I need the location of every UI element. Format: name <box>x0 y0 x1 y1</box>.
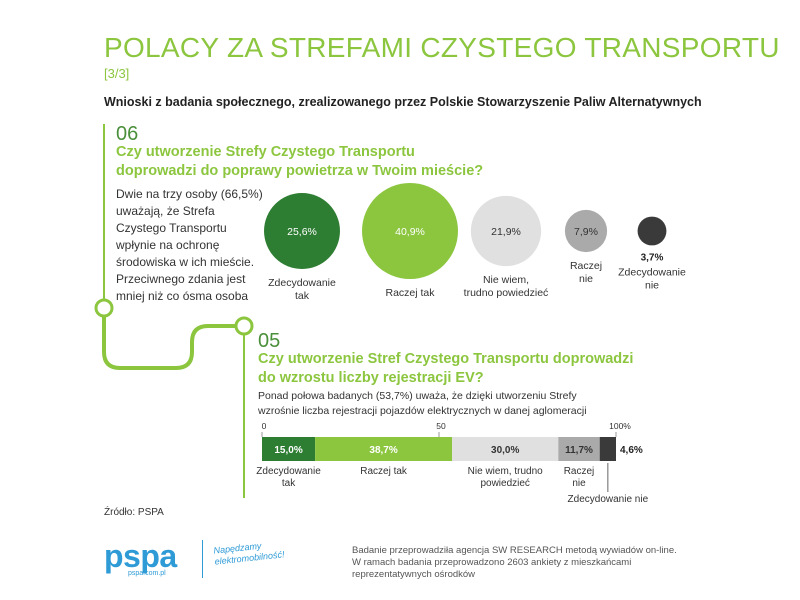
bubble-value-label-1: 25,6% <box>287 226 317 238</box>
bubble-category-label-4: Raczej <box>570 260 602 272</box>
bar-segment-4 <box>558 437 600 461</box>
bar-category-label-3: Nie wiem, trudno <box>468 466 543 477</box>
bubble-3 <box>470 195 542 267</box>
page-subtitle: [3/3] <box>104 66 130 81</box>
bar-category-label-4: Raczej <box>564 466 595 477</box>
bubble-value-label-2: 40,9% <box>395 226 425 238</box>
bubble-value-label-3: 21,9% <box>491 226 521 238</box>
logo-divider <box>202 540 203 578</box>
bar-category-label-1: Zdecydowanie <box>256 466 321 477</box>
bar-value-label-2: 38,7% <box>369 445 397 456</box>
bubble-2 <box>362 183 458 279</box>
bar-segment-1 <box>262 437 316 461</box>
bar-value-label-4: 11,7% <box>565 445 593 456</box>
section-06-number: 06 <box>116 123 139 145</box>
section-05-question-line2: do wzrostu liczby rejestracji EV? <box>258 370 484 386</box>
section-06-question-line2: doprowadzi do poprawy powietrza w Twoim … <box>116 163 484 179</box>
bubble-value-label-5: 3,7% <box>641 252 664 263</box>
bar-value-label-1: 15,0% <box>274 445 302 456</box>
section-05-question-line1: Czy utworzenie Stref Czystego Transportu… <box>258 351 634 367</box>
axis-tick-label-2: 50 <box>436 421 446 431</box>
bar-segment-5 <box>599 437 616 461</box>
bubble-5 <box>637 216 667 246</box>
bubble-category-label-1: Zdecydowanie <box>268 277 336 289</box>
bubble-category-label-5-line2: nie <box>645 279 659 291</box>
bar-category-label-3-line2: powiedzieć <box>480 478 529 489</box>
source-note: Źródło: PSPA <box>104 507 164 518</box>
page-title: POLACY ZA STREFAMI CZYSTEGO TRANSPORTU <box>104 32 780 63</box>
brand-url: pspa.com.pl <box>128 570 166 577</box>
bar-category-label-2: Raczej tak <box>360 466 408 477</box>
bubble-category-label-3-line2: trudno powiedzieć <box>464 287 549 299</box>
section-05-question: Czy utworzenie Stref Czystego Transportu… <box>258 350 633 388</box>
section-06-question-line1: Czy utworzenie Strefy Czystego Transport… <box>116 144 415 160</box>
bubble-category-label-4-line2: nie <box>579 273 593 285</box>
bubble-category-label-5: Zdecydowanie <box>618 266 686 278</box>
bar-category-label-1-line2: tak <box>282 478 296 489</box>
bar-category-label-5: Zdecydowanie nie <box>568 494 649 505</box>
section-05-description: Ponad połowa badanych (53,7%) uważa, że … <box>258 390 587 417</box>
axis-tick-label-3: 100% <box>609 421 631 431</box>
bubble-4 <box>564 209 608 253</box>
bar-segment-3 <box>452 437 559 461</box>
bubble-category-label-1-line2: tak <box>295 290 310 302</box>
bar-value-label-5: 4,6% <box>620 445 643 456</box>
bubble-1 <box>264 193 340 269</box>
section-05-number: 05 <box>258 330 281 352</box>
section-06-question: Czy utworzenie Strefy Czystego Transport… <box>116 143 483 181</box>
bubble-category-label-3: Nie wiem, <box>483 274 529 286</box>
bubble-value-label-4: 7,9% <box>574 226 598 238</box>
bar-category-label-4-line2: nie <box>572 478 586 489</box>
bar-value-label-3: 30,0% <box>491 445 519 456</box>
section-06-description: Dwie na trzy osoby (66,5%) uważają, że S… <box>116 187 263 303</box>
axis-tick-label-1: 0 <box>262 421 267 431</box>
pspa-logo: pspa <box>104 538 177 574</box>
survey-footnote: Badanie przeprowadziła agencja SW RESEAR… <box>352 545 677 580</box>
bar-segment-2 <box>315 437 453 461</box>
bubble-category-label-2: Raczej tak <box>385 287 435 299</box>
page-lead: Wnioski z badania społecznego, zrealizow… <box>104 95 702 109</box>
